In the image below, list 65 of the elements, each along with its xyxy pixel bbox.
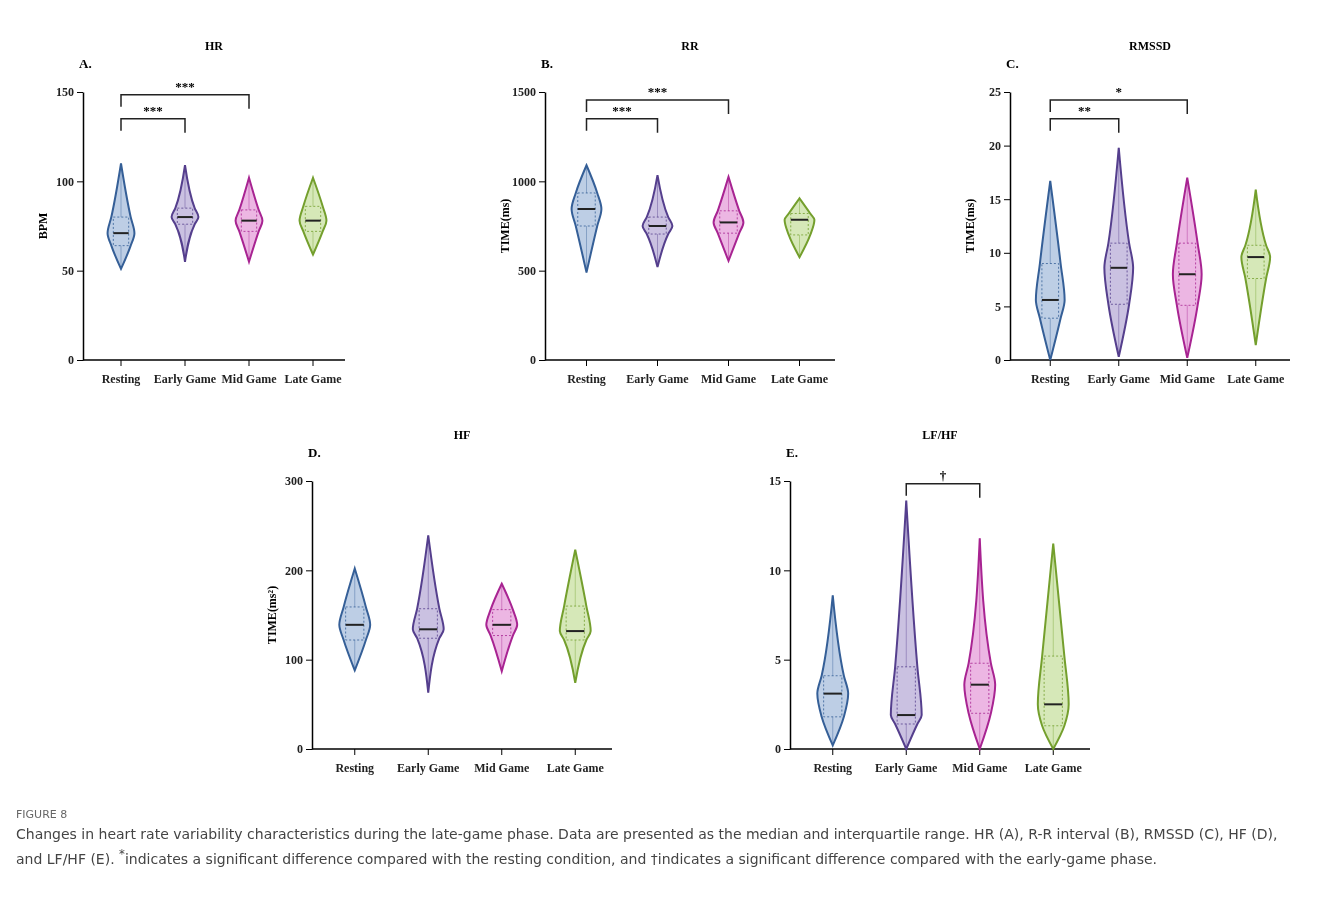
chart-subtitle: B. bbox=[541, 56, 553, 71]
chart-title: HF bbox=[453, 428, 471, 442]
x-tick-label: Late Game bbox=[1227, 372, 1285, 387]
y-tick-label: 0 bbox=[68, 353, 74, 368]
x-tick-label: Resting bbox=[813, 761, 853, 776]
chart-subtitle: E. bbox=[786, 445, 798, 460]
y-tick-label: 5 bbox=[995, 299, 1001, 314]
x-tick-label: Late Game bbox=[1024, 761, 1083, 776]
chart-subtitle: A. bbox=[79, 56, 92, 71]
x-tick-label: Resting bbox=[335, 761, 375, 776]
y-tick-label: 100 bbox=[56, 174, 74, 189]
x-tick-label: Late Game bbox=[771, 372, 829, 387]
y-tick-label: 20 bbox=[989, 138, 1001, 153]
annotation: *** bbox=[612, 102, 632, 118]
y-tick-label: 0 bbox=[995, 353, 1001, 368]
annotation: * bbox=[1115, 84, 1122, 100]
y-tick-label: 300 bbox=[285, 474, 303, 489]
y-tick-label: 200 bbox=[285, 563, 303, 578]
chart-subtitle: C. bbox=[1006, 56, 1019, 71]
y-tick-label: 0 bbox=[775, 742, 781, 757]
y-tick-label: 500 bbox=[518, 264, 536, 279]
x-tick-label: Resting bbox=[1030, 372, 1070, 387]
chart-title: RR bbox=[681, 39, 699, 53]
y-tick-label: 0 bbox=[297, 742, 303, 757]
chart-title: LF/HF bbox=[922, 428, 958, 442]
chart-title: HR bbox=[205, 39, 224, 53]
y-tick-label: 10 bbox=[989, 246, 1001, 261]
x-tick-label: Late Game bbox=[284, 372, 343, 387]
x-tick-label: Mid Game bbox=[701, 372, 757, 387]
x-tick-label: Early Game bbox=[626, 372, 690, 387]
x-tick-label: Early Game bbox=[1087, 372, 1151, 387]
y-tick-label: 1500 bbox=[512, 85, 536, 100]
x-tick-label: Resting bbox=[567, 372, 606, 387]
y-tick-label: 1000 bbox=[512, 174, 536, 189]
y-tick-label: 50 bbox=[62, 264, 74, 279]
caption: FIGURE 8 bbox=[16, 808, 69, 821]
y-axis-title: BPM bbox=[36, 212, 50, 240]
x-tick-label: Early Game bbox=[153, 372, 217, 387]
x-tick-label: Mid Game bbox=[474, 761, 530, 776]
x-tick-label: Early Game bbox=[397, 761, 461, 776]
annotation: *** bbox=[647, 84, 668, 100]
y-axis-title: TIME(ms) bbox=[498, 198, 512, 254]
chart-subtitle: D. bbox=[308, 445, 321, 460]
y-tick-label: 25 bbox=[989, 85, 1001, 100]
x-tick-label: Mid Game bbox=[952, 761, 1008, 776]
x-tick-label: Resting bbox=[101, 372, 141, 387]
x-tick-label: Mid Game bbox=[1159, 372, 1216, 387]
x-tick-label: Early Game bbox=[875, 761, 939, 776]
x-tick-label: Mid Game bbox=[221, 372, 278, 387]
chart-title: RMSSD bbox=[1128, 39, 1172, 53]
y-tick-label: 15 bbox=[989, 192, 1001, 207]
annotation: † bbox=[939, 467, 947, 483]
y-axis-title: TIME(ms²) bbox=[265, 585, 279, 645]
y-tick-label: 10 bbox=[769, 563, 781, 578]
y-tick-label: 100 bbox=[285, 653, 303, 668]
x-tick-label: Late Game bbox=[546, 761, 605, 776]
y-tick-label: 15 bbox=[769, 474, 781, 489]
text: Changes in heart rate variability characteristics during the late-game phase. Data are presented as the median and interquartile range. HR (A), R-R interval (B), RMSSD (C), HF (D), and LF/HF (E). $^{*}$indicates a significant difference compared with the resting condition, and †indicates a significant difference compared with the early-game phase. bbox=[16, 825, 1279, 869]
annotation: *** bbox=[143, 102, 163, 118]
annotation: ** bbox=[1078, 102, 1091, 118]
y-tick-label: 5 bbox=[775, 653, 781, 668]
annotation: *** bbox=[175, 78, 195, 94]
y-tick-label: 150 bbox=[56, 85, 74, 100]
y-axis-title: TIME(ms) bbox=[963, 198, 977, 254]
y-tick-label: 0 bbox=[530, 353, 536, 368]
